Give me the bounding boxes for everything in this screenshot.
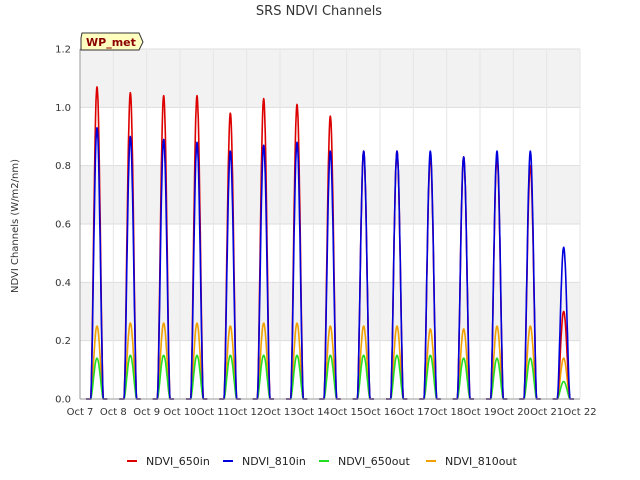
x-tick-label: Oct 8 bbox=[100, 407, 127, 418]
plot-band bbox=[80, 165, 580, 224]
x-tick-label: Oct 22 bbox=[563, 407, 596, 418]
y-tick-label: 0.6 bbox=[55, 220, 71, 231]
axes bbox=[79, 49, 580, 400]
plot-band bbox=[80, 49, 580, 108]
series-line-ndvi-810out bbox=[86, 322, 574, 400]
x-tick-label: Oct 20 bbox=[497, 407, 530, 418]
series-layer bbox=[86, 86, 574, 400]
y-tick-label: 1.2 bbox=[55, 45, 71, 56]
legend-label: NDVI_810out bbox=[445, 455, 517, 468]
x-tick-label: Oct 16 bbox=[363, 407, 396, 418]
plot-band bbox=[80, 282, 580, 341]
station-badge: WP_met bbox=[80, 32, 144, 51]
x-tick-label: Oct 14 bbox=[297, 407, 330, 418]
x-tick-label: Oct 18 bbox=[430, 407, 463, 418]
y-tick-label: 0.0 bbox=[55, 395, 71, 406]
y-tick-labels: 0.0 0.2 0.4 0.6 0.8 1.0 1.2 bbox=[55, 45, 71, 406]
y-tick-label: 0.8 bbox=[55, 161, 71, 172]
x-tick-label: Oct 17 bbox=[397, 407, 430, 418]
x-tick-label: Oct 12 bbox=[230, 407, 263, 418]
y-axis-label: NDVI Channels (W/m2/nm) bbox=[10, 159, 21, 293]
plot-band bbox=[80, 340, 580, 399]
plot-band bbox=[80, 224, 580, 283]
chart-title: SRS NDVI Channels bbox=[256, 4, 382, 19]
x-tick-label: Oct 7 bbox=[67, 407, 94, 418]
x-tick-label: Oct 11 bbox=[197, 407, 230, 418]
x-tick-label: Oct 21 bbox=[530, 407, 563, 418]
legend: NDVI_650in NDVI_810in NDVI_650out NDVI_810o… bbox=[127, 455, 517, 468]
legend-label: NDVI_650in bbox=[146, 455, 210, 468]
series-line-ndvi-650out bbox=[86, 354, 574, 400]
x-tick-label: Oct 9 bbox=[133, 407, 160, 418]
legend-label: NDVI_810in bbox=[242, 455, 306, 468]
x-tick-labels: Oct 7 Oct 8 Oct 9 Oct 10 Oct 11 Oct 12 Oct 13 O… bbox=[67, 407, 597, 418]
y-tick-label: 0.4 bbox=[55, 278, 71, 289]
x-tick-label: Oct 15 bbox=[330, 407, 363, 418]
y-tick-label: 0.2 bbox=[55, 336, 71, 347]
x-tick-label: Oct 10 bbox=[163, 407, 196, 418]
series-line-ndvi-810in bbox=[86, 127, 574, 400]
station-badge-label: WP_met bbox=[86, 36, 136, 49]
x-tick-label: Oct 13 bbox=[263, 407, 296, 418]
x-tick-label: Oct 19 bbox=[463, 407, 496, 418]
legend-label: NDVI_650out bbox=[338, 455, 410, 468]
y-tick-label: 1.0 bbox=[55, 103, 71, 114]
